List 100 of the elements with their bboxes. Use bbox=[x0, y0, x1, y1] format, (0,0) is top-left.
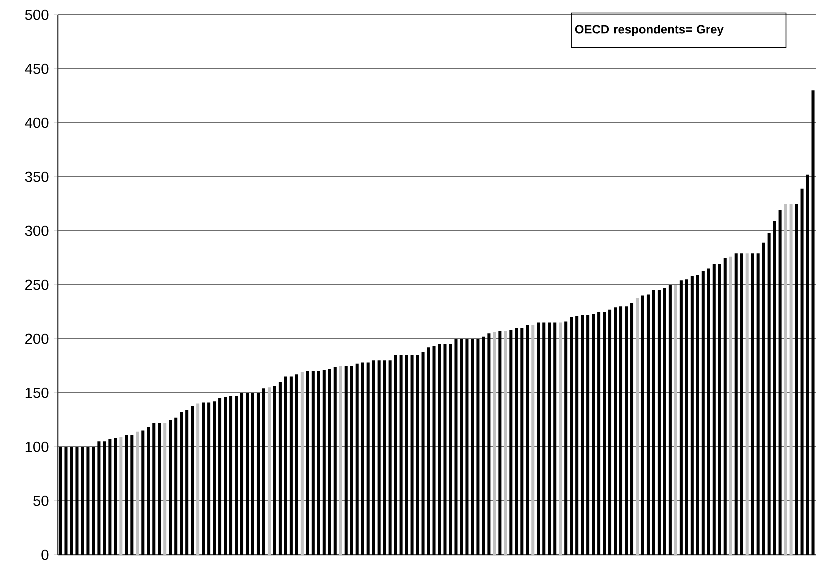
bar bbox=[646, 294, 650, 555]
bar bbox=[652, 290, 656, 555]
bar bbox=[152, 423, 156, 555]
y-tick-label: 350 bbox=[25, 172, 49, 182]
bar bbox=[344, 366, 348, 555]
bar bbox=[416, 355, 420, 555]
bar bbox=[256, 393, 260, 555]
bar bbox=[476, 338, 480, 555]
bar bbox=[762, 242, 766, 555]
bar bbox=[515, 328, 518, 555]
bar bbox=[614, 308, 618, 555]
bar bbox=[64, 447, 68, 555]
y-tick-label: 200 bbox=[26, 334, 49, 344]
y-tick-label: 0 bbox=[42, 550, 49, 560]
bar bbox=[603, 312, 606, 555]
bar bbox=[449, 344, 452, 555]
bar bbox=[76, 447, 79, 555]
bar bbox=[372, 360, 376, 555]
bar bbox=[680, 280, 683, 555]
y-tick-label: 250 bbox=[26, 280, 49, 290]
bar bbox=[542, 322, 546, 555]
bar bbox=[224, 397, 228, 555]
y-tick-label: 150 bbox=[26, 388, 49, 398]
bar bbox=[482, 336, 486, 555]
bar bbox=[729, 256, 732, 555]
bar bbox=[306, 371, 310, 555]
bar bbox=[300, 372, 304, 555]
bar bbox=[724, 258, 727, 555]
bar bbox=[630, 303, 634, 555]
bar bbox=[103, 442, 106, 555]
bar bbox=[625, 306, 628, 555]
bar bbox=[410, 355, 414, 555]
bar bbox=[564, 322, 568, 555]
bar bbox=[718, 264, 722, 555]
bar bbox=[438, 344, 442, 555]
bar bbox=[712, 264, 716, 555]
bar bbox=[746, 254, 749, 555]
bar bbox=[674, 285, 678, 555]
bar bbox=[246, 393, 250, 555]
bar bbox=[768, 233, 771, 555]
bar bbox=[592, 314, 596, 555]
bar bbox=[498, 331, 502, 555]
bar bbox=[218, 398, 222, 555]
bar bbox=[339, 366, 342, 555]
bar bbox=[576, 316, 579, 555]
y-tick-label: 100 bbox=[26, 442, 49, 452]
bar bbox=[532, 324, 535, 555]
bar bbox=[268, 388, 271, 555]
bar bbox=[230, 396, 233, 555]
bar bbox=[147, 428, 150, 555]
bar bbox=[778, 210, 782, 555]
bar bbox=[108, 439, 112, 555]
bar bbox=[658, 290, 661, 555]
bar bbox=[707, 268, 710, 555]
bar bbox=[570, 317, 574, 555]
bar bbox=[180, 412, 184, 555]
bar bbox=[191, 406, 194, 555]
bar bbox=[356, 364, 359, 555]
bar bbox=[636, 298, 640, 555]
bar bbox=[488, 334, 491, 555]
bar bbox=[400, 355, 403, 555]
y-tick-label: 50 bbox=[34, 496, 49, 506]
bar bbox=[174, 418, 178, 555]
bar bbox=[317, 371, 320, 555]
bar bbox=[795, 204, 798, 555]
bar bbox=[454, 338, 458, 555]
bar bbox=[92, 447, 96, 555]
bar bbox=[202, 402, 206, 555]
bar bbox=[554, 322, 557, 555]
bar bbox=[158, 423, 162, 555]
bar bbox=[130, 435, 134, 555]
bar bbox=[328, 369, 332, 555]
y-tick-label: 300 bbox=[25, 226, 49, 236]
bar bbox=[295, 374, 298, 555]
bar bbox=[784, 204, 788, 555]
bar bbox=[800, 188, 804, 555]
bar bbox=[773, 221, 776, 555]
bar bbox=[806, 174, 810, 555]
bar bbox=[444, 344, 447, 555]
bar bbox=[208, 402, 211, 555]
bar bbox=[196, 404, 200, 555]
bar bbox=[186, 410, 189, 555]
bar bbox=[251, 393, 255, 555]
bar bbox=[702, 270, 705, 555]
y-tick-label: 500 bbox=[25, 10, 49, 20]
bar bbox=[526, 324, 530, 555]
bar bbox=[235, 396, 238, 555]
bar bbox=[668, 285, 672, 555]
bar bbox=[510, 330, 513, 555]
bar bbox=[98, 442, 101, 555]
bar bbox=[290, 376, 293, 555]
bar bbox=[581, 315, 584, 555]
bar bbox=[394, 355, 398, 555]
bar bbox=[322, 370, 326, 555]
bar bbox=[790, 204, 793, 555]
bar bbox=[537, 322, 540, 555]
bar bbox=[120, 437, 123, 555]
bar bbox=[262, 388, 266, 555]
bar bbox=[169, 420, 172, 555]
bar bbox=[756, 254, 760, 555]
